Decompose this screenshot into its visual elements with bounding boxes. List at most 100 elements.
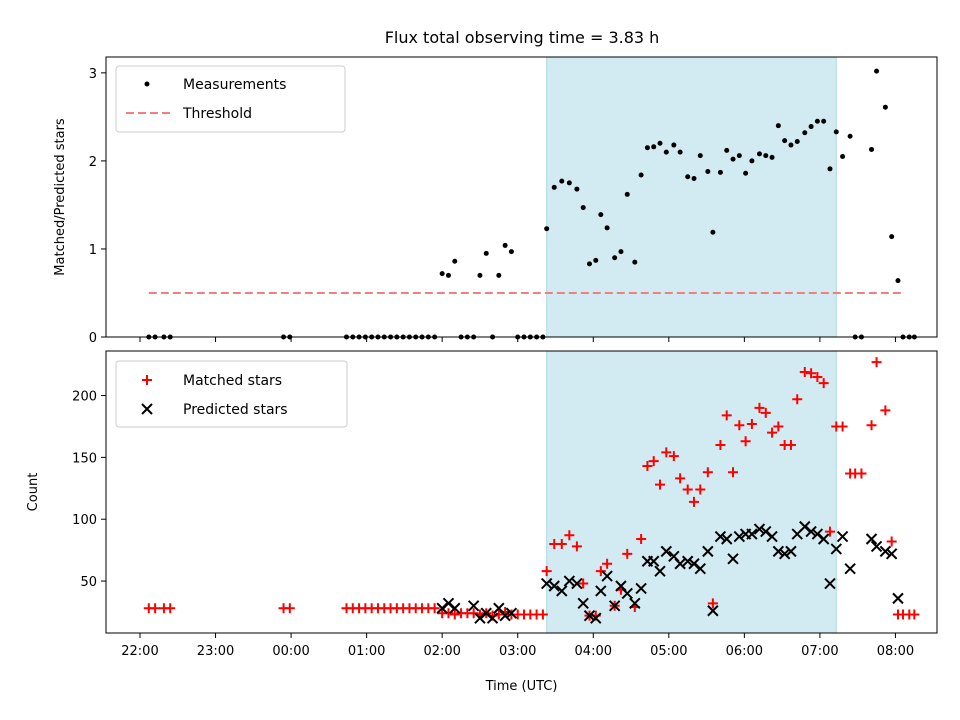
predicted-star-point (844, 562, 856, 575)
predicted-star-point (733, 530, 746, 543)
predicted-star-point (707, 605, 719, 617)
measurement-point (593, 257, 599, 263)
measurement-point (756, 151, 762, 157)
x-axis-label: Time (UTC) (485, 679, 558, 694)
measurement-point (598, 212, 604, 218)
predicted-star-point (727, 553, 739, 565)
measurement-point (840, 153, 846, 159)
matched-star-point (754, 402, 765, 413)
measurement-point (895, 278, 901, 284)
matched-star-point (695, 484, 706, 495)
predicted-star-point (694, 562, 706, 575)
measurement-point (769, 154, 775, 160)
matched-star-point (602, 558, 613, 569)
matched-star-point (668, 451, 679, 462)
legend-marker-predicted (141, 403, 153, 415)
predicted-star-point (681, 555, 694, 567)
predicted-star-point (548, 580, 560, 592)
matched-star-point (556, 538, 567, 549)
observing-span-top (546, 56, 837, 338)
predicted-star-point (892, 592, 904, 605)
predicted-star-point (595, 585, 607, 597)
x-tick-label: 01:00 (348, 644, 385, 659)
y-tick-label: 1 (89, 243, 97, 258)
measurement-point (677, 149, 683, 155)
measurement-point (612, 255, 618, 261)
measurement-point (814, 118, 820, 124)
measurement-point (566, 180, 572, 186)
measurement-point (882, 104, 888, 110)
matched-star-point (806, 368, 817, 379)
predicted-star-point (583, 609, 596, 622)
measurement-point (710, 229, 716, 235)
predicted-star-point (486, 612, 499, 624)
matched-star-point (880, 405, 891, 416)
measurement-point (697, 153, 703, 159)
y-tick-label: 100 (72, 513, 97, 528)
matched-star-point (792, 394, 803, 405)
y-tick-label: 2 (89, 155, 97, 170)
predicted-star-point (674, 558, 686, 570)
matched-star-point (866, 420, 877, 431)
measurement-point (782, 138, 788, 144)
predicted-star-point (702, 545, 714, 558)
legend-label-threshold: Threshold (182, 106, 252, 122)
x-tick-label: 00:00 (272, 644, 309, 659)
measurement-point (705, 168, 711, 174)
measurement-point (775, 123, 781, 129)
bottom-y-ticks: 50 100 150 200 (72, 390, 106, 590)
measurement-point (502, 242, 508, 248)
matched-star-point (818, 378, 829, 389)
bottom-axes-frame (105, 350, 938, 634)
measurement-point (730, 156, 736, 162)
matched-star-point (571, 541, 582, 552)
predicted-star-point (753, 523, 766, 535)
observing-span-bottom (546, 350, 837, 634)
matched-star-point (636, 534, 647, 544)
x-tick-label: 05:00 (650, 644, 687, 659)
bottom-legend: Matched stars Predicted stars (115, 360, 348, 428)
matched-star-point (537, 609, 548, 620)
measurement-point (632, 259, 638, 265)
predicted-star-point (540, 577, 553, 590)
predicted-star-point (629, 597, 641, 610)
predicted-star-point (824, 577, 836, 590)
measurement-point (657, 140, 663, 146)
predicted-star-point (654, 565, 666, 577)
predicted-star-point (870, 540, 883, 553)
predicted-star-point (660, 545, 673, 558)
measurement-point (559, 178, 565, 184)
top-y-ticks: 0 1 2 3 (89, 67, 106, 346)
measurement-point (802, 130, 808, 136)
measurement-point (788, 142, 794, 148)
predicted-star-point (721, 533, 733, 545)
predicted-star-point (772, 545, 785, 558)
matched-star-point (734, 420, 745, 431)
predicted-star-point (879, 545, 892, 558)
predicted-star-point (590, 612, 602, 624)
predicted-star-point (577, 597, 589, 610)
matched-star-point (773, 421, 784, 432)
measurement-point (743, 170, 749, 176)
matched-star-point (824, 526, 835, 537)
matched-star-point (429, 603, 440, 614)
measurement-point (439, 271, 445, 277)
matched-star-point (767, 427, 778, 438)
y-tick-label: 200 (72, 390, 97, 405)
top-panel: 0 1 2 3 Matched/Predicted stars Measurement… (53, 56, 938, 346)
predicted-star-point (505, 607, 518, 619)
predicted-star-point (778, 548, 791, 560)
measurement-point (638, 172, 644, 178)
measurement-point (794, 139, 800, 145)
matched-star-point (702, 467, 713, 478)
top-axes-frame (105, 56, 938, 338)
x-tick-label: 08:00 (877, 644, 914, 659)
matched-star-point (909, 609, 920, 620)
measurement-point (847, 133, 853, 139)
predicted-star-point (621, 587, 633, 600)
predicted-star-point (885, 548, 898, 560)
y-tick-label: 0 (89, 331, 97, 346)
predicted-star-point (746, 528, 758, 540)
predicted-star-point (449, 602, 461, 614)
